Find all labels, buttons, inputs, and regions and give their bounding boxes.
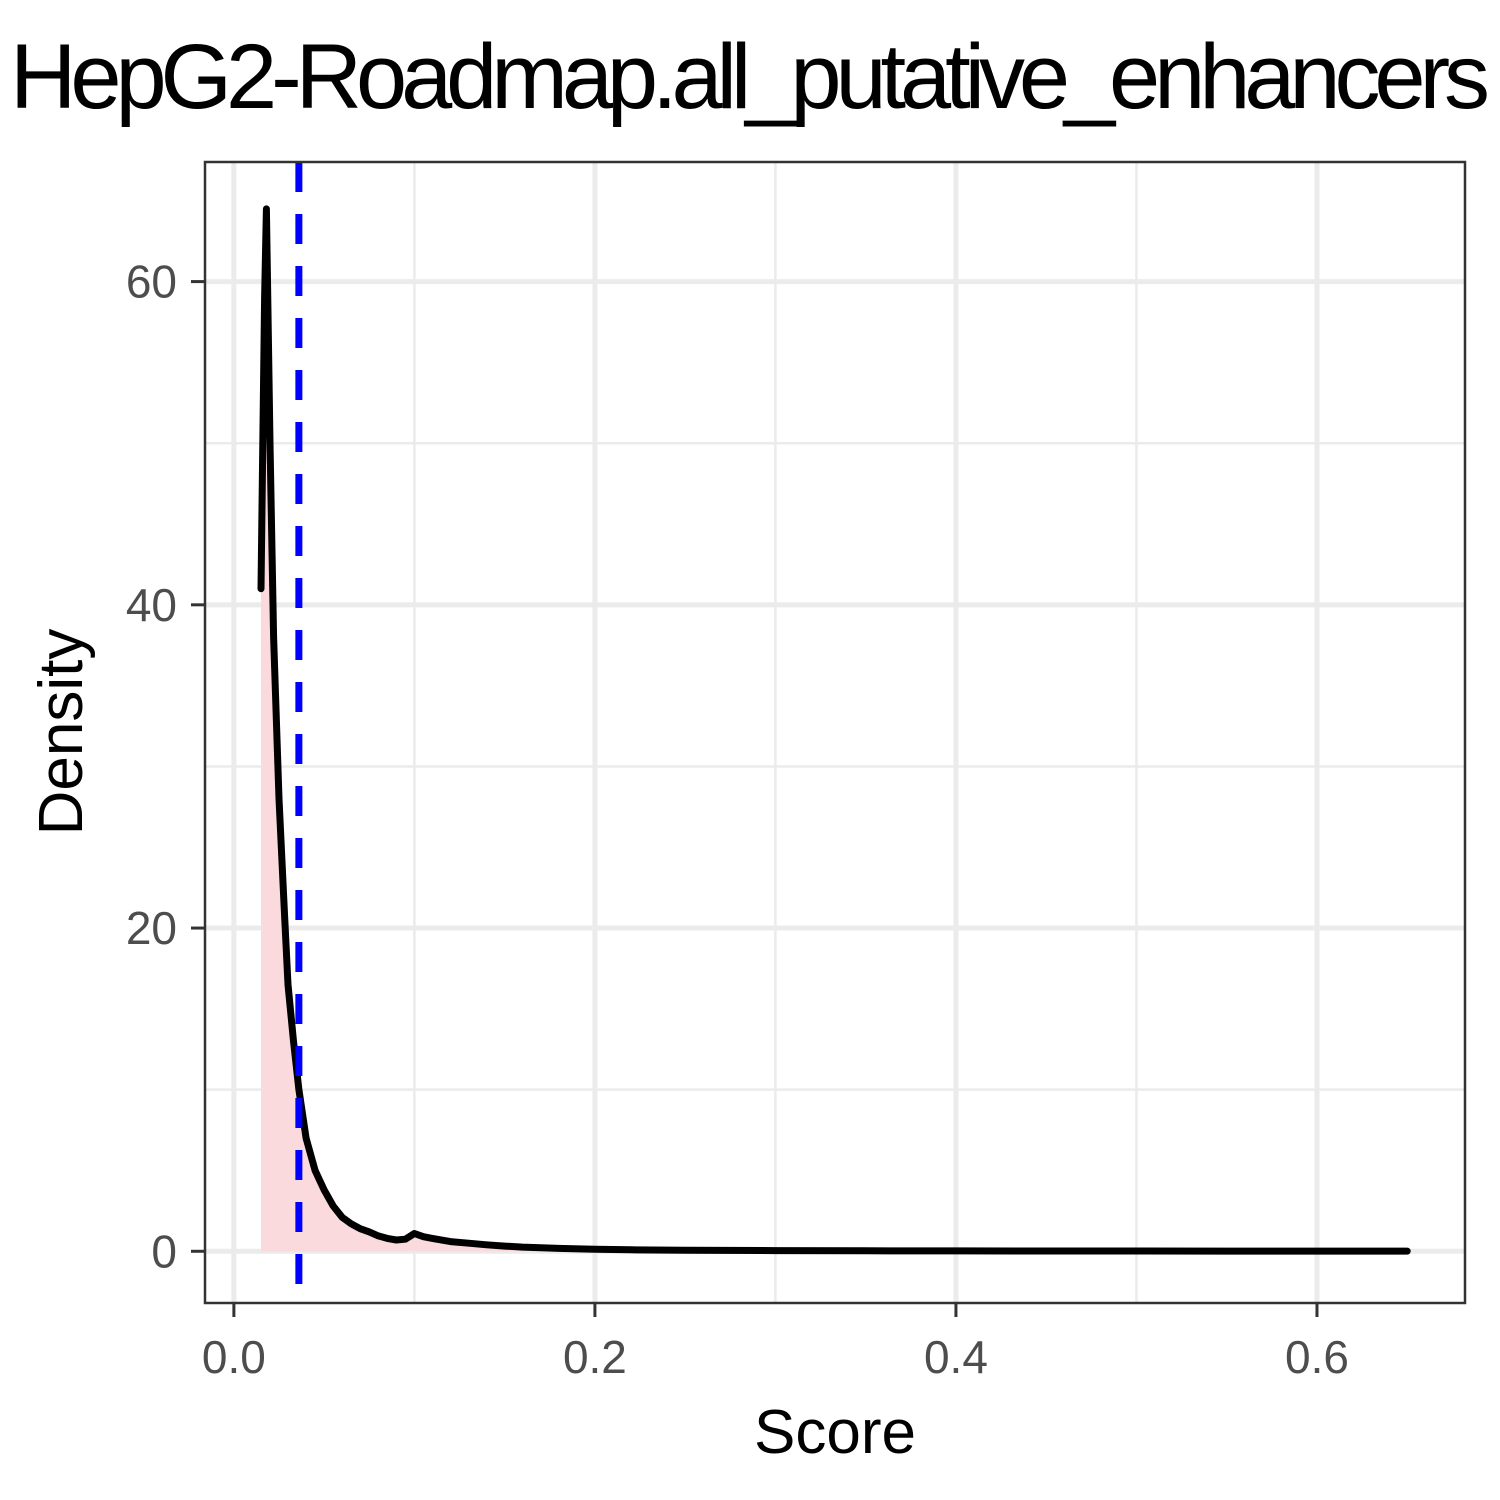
y-tick-label: 40 (126, 579, 177, 631)
density-curve (257, 205, 1411, 1255)
x-tick-label: 0.4 (924, 1331, 988, 1383)
panel-background (205, 162, 1465, 1303)
y-tick-label: 0 (151, 1225, 177, 1277)
x-axis: 0.0 0.2 0.4 0.6 (202, 1303, 1349, 1383)
plot-panel (203, 160, 1467, 1305)
x-axis-title: Score (754, 1398, 916, 1467)
x-tick-label: 0.0 (202, 1331, 266, 1383)
y-tick-label: 20 (126, 902, 177, 954)
y-tick-label: 60 (126, 256, 177, 308)
y-axis: 0 20 40 60 (126, 256, 205, 1277)
x-tick-label: 0.6 (1285, 1331, 1349, 1383)
chart-title: HepG2-Roadmap.all_putative_enhancers (10, 26, 1490, 128)
minor-gridlines (205, 162, 1465, 1303)
panel-border (203, 160, 1467, 1305)
y-axis-title: Density (27, 629, 96, 836)
x-tick-label: 0.2 (563, 1331, 627, 1383)
